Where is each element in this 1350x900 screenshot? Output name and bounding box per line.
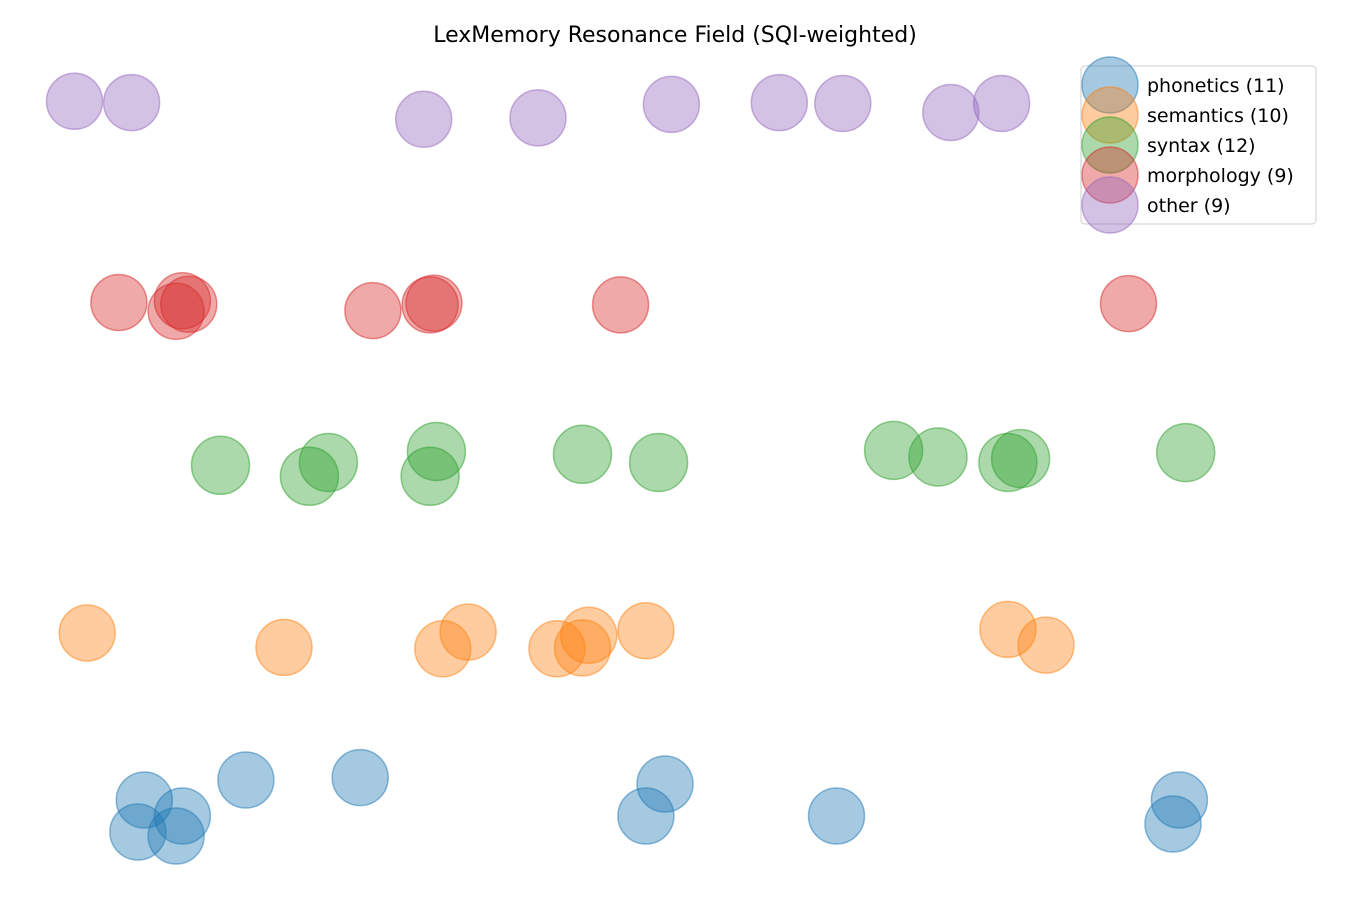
data-point xyxy=(990,428,1051,489)
data-point xyxy=(58,604,116,662)
data-point xyxy=(972,74,1031,133)
data-point xyxy=(553,619,612,677)
legend-label: other (9) xyxy=(1147,195,1231,217)
data-point xyxy=(642,75,701,134)
data-point xyxy=(153,787,212,845)
data-point xyxy=(1099,274,1158,333)
data-point xyxy=(636,755,694,813)
data-point xyxy=(109,803,167,861)
legend-label: morphology (9) xyxy=(1147,165,1294,187)
legend-marker xyxy=(1081,146,1139,204)
data-point xyxy=(807,787,866,845)
data-point xyxy=(509,89,567,147)
data-point xyxy=(401,276,459,334)
legend-marker xyxy=(1081,56,1139,114)
series-syntax xyxy=(190,420,1216,507)
data-point xyxy=(750,73,809,132)
data-point xyxy=(153,272,212,330)
data-point xyxy=(45,72,104,131)
data-point xyxy=(102,73,161,132)
data-point xyxy=(279,446,340,507)
data-point xyxy=(1155,422,1216,483)
data-point xyxy=(908,427,968,487)
data-point xyxy=(1144,795,1202,853)
data-point xyxy=(863,420,924,481)
legend-label: semantics (10) xyxy=(1147,105,1289,127)
data-point xyxy=(439,603,497,661)
points-layer xyxy=(45,72,1216,865)
data-point xyxy=(406,421,467,482)
data-point xyxy=(255,618,313,677)
data-point xyxy=(814,74,872,133)
data-point xyxy=(344,281,402,340)
data-point xyxy=(217,751,275,809)
series-other xyxy=(45,72,1031,149)
legend-label: syntax (12) xyxy=(1147,135,1256,157)
legend-marker xyxy=(1081,116,1139,174)
series-semantics xyxy=(58,600,1075,678)
legend-marker xyxy=(1081,86,1139,144)
data-point xyxy=(628,432,689,493)
series-morphology xyxy=(90,272,1158,341)
legend-frame xyxy=(1080,65,1317,225)
data-point xyxy=(400,446,460,507)
data-point xyxy=(617,602,675,660)
data-point xyxy=(331,748,389,807)
data-point xyxy=(528,620,586,678)
data-point xyxy=(617,787,675,845)
data-point xyxy=(90,273,148,332)
data-point xyxy=(394,90,453,149)
data-point xyxy=(1150,771,1209,829)
data-point xyxy=(405,274,463,332)
data-point xyxy=(1017,616,1075,674)
data-point xyxy=(147,282,205,341)
chart-title: LexMemory Resonance Field (SQI-weighted) xyxy=(433,23,917,48)
data-point xyxy=(922,83,980,142)
data-point xyxy=(552,424,613,485)
data-point xyxy=(591,276,650,334)
legend-marker xyxy=(1081,176,1139,234)
series-phonetics xyxy=(109,748,1209,865)
legend: phonetics (11) semantics (10) syntax (12) m… xyxy=(1080,56,1317,234)
data-point xyxy=(979,600,1037,659)
data-point xyxy=(147,807,205,865)
data-point xyxy=(190,435,251,496)
legend-label: phonetics (11) xyxy=(1147,75,1285,97)
